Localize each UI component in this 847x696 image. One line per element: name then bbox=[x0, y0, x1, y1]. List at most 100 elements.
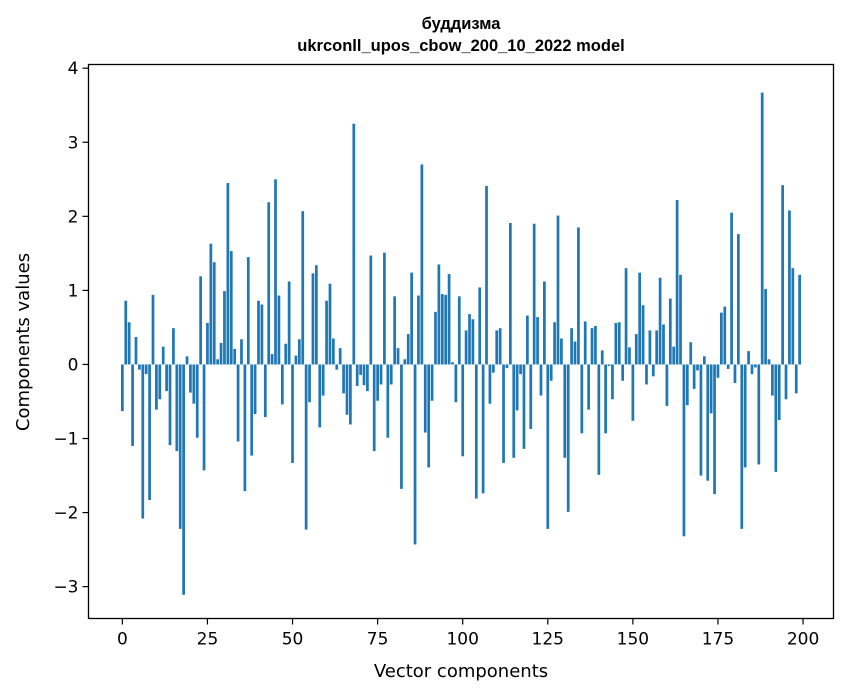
bar-198 bbox=[794, 364, 798, 394]
bar-27 bbox=[212, 262, 216, 365]
bar-180 bbox=[733, 364, 737, 383]
bar-18 bbox=[182, 364, 185, 595]
bar-131 bbox=[566, 364, 570, 512]
bar-170 bbox=[699, 364, 703, 476]
bar-197 bbox=[791, 268, 795, 365]
bar-2 bbox=[127, 322, 131, 365]
bar-178 bbox=[726, 364, 730, 369]
bar-182 bbox=[740, 364, 744, 529]
bar-96 bbox=[447, 274, 451, 365]
bar-99 bbox=[457, 296, 461, 365]
bar-134 bbox=[577, 227, 580, 365]
bar-44 bbox=[270, 354, 274, 365]
x-tick-label: 75 bbox=[367, 630, 389, 650]
bar-121 bbox=[532, 223, 536, 365]
bar-195 bbox=[784, 364, 788, 400]
bar-193 bbox=[777, 364, 781, 421]
bar-101 bbox=[464, 330, 468, 365]
bar-92 bbox=[434, 311, 437, 365]
bar-189 bbox=[764, 288, 767, 365]
bar-100 bbox=[461, 364, 465, 457]
bar-114 bbox=[508, 223, 512, 365]
bar-43 bbox=[267, 202, 271, 365]
bar-104 bbox=[474, 364, 478, 499]
x-tick-label: 200 bbox=[787, 630, 819, 650]
bar-164 bbox=[679, 274, 682, 365]
bar-112 bbox=[502, 364, 505, 463]
bar-65 bbox=[342, 364, 345, 394]
y-tick-label: 3 bbox=[68, 133, 79, 153]
bar-50 bbox=[291, 364, 294, 463]
y-tick-label: 2 bbox=[68, 207, 79, 227]
bar-59 bbox=[321, 364, 325, 396]
bar-187 bbox=[757, 364, 761, 465]
bar-6 bbox=[141, 364, 145, 519]
bar-135 bbox=[580, 364, 584, 434]
bar-106 bbox=[481, 364, 485, 494]
bar-10 bbox=[155, 364, 158, 410]
bar-3 bbox=[131, 364, 134, 446]
bar-82 bbox=[400, 364, 403, 489]
bar-89 bbox=[423, 364, 427, 433]
bar-49 bbox=[287, 281, 291, 365]
bar-107 bbox=[485, 185, 488, 365]
bar-77 bbox=[383, 252, 386, 365]
bar-72 bbox=[366, 364, 369, 392]
bar-51 bbox=[294, 355, 298, 365]
bar-19 bbox=[185, 356, 189, 365]
bar-95 bbox=[444, 294, 448, 365]
bar-38 bbox=[250, 364, 254, 456]
x-tick-label: 50 bbox=[282, 630, 304, 650]
bar-152 bbox=[638, 272, 642, 365]
bar-24 bbox=[202, 364, 206, 471]
bar-13 bbox=[165, 364, 168, 392]
bar-108 bbox=[488, 364, 492, 404]
x-tick-label: 125 bbox=[532, 630, 564, 650]
bar-184 bbox=[747, 351, 750, 365]
bar-138 bbox=[590, 328, 594, 365]
bar-125 bbox=[546, 364, 550, 529]
bar-8 bbox=[148, 364, 151, 500]
y-tick-label: −2 bbox=[53, 504, 78, 524]
bar-62 bbox=[332, 338, 335, 365]
bar-98 bbox=[454, 364, 458, 403]
bar-84 bbox=[406, 334, 410, 365]
bar-194 bbox=[781, 185, 784, 365]
bar-69 bbox=[355, 364, 359, 386]
bar-5 bbox=[138, 364, 141, 370]
bar-183 bbox=[743, 364, 747, 468]
x-tick-label: 25 bbox=[197, 630, 219, 650]
bar-159 bbox=[662, 324, 665, 365]
bar-37 bbox=[246, 257, 250, 365]
bar-145 bbox=[614, 322, 618, 365]
bar-102 bbox=[468, 314, 471, 365]
bar-105 bbox=[478, 287, 482, 365]
y-tick-label: −1 bbox=[53, 430, 78, 450]
bar-17 bbox=[178, 364, 182, 529]
bar-86 bbox=[413, 364, 417, 545]
bar-192 bbox=[774, 364, 778, 472]
bar-162 bbox=[672, 346, 676, 365]
bar-16 bbox=[175, 364, 179, 452]
bar-90 bbox=[427, 364, 431, 468]
x-tick-label: 100 bbox=[446, 630, 478, 650]
bar-161 bbox=[668, 298, 672, 365]
bar-166 bbox=[685, 364, 689, 406]
y-tick-label: −3 bbox=[53, 578, 78, 598]
bar-171 bbox=[702, 356, 706, 365]
bar-34 bbox=[236, 364, 240, 442]
bar-148 bbox=[624, 268, 628, 365]
bar-155 bbox=[648, 330, 652, 365]
bar-191 bbox=[771, 364, 774, 396]
bar-136 bbox=[583, 321, 587, 365]
bar-150 bbox=[631, 364, 635, 421]
bar-7 bbox=[144, 364, 148, 375]
chart-title: буддизма bbox=[422, 15, 502, 33]
x-tick-label: 150 bbox=[617, 630, 649, 650]
bar-174 bbox=[713, 364, 716, 495]
bar-186 bbox=[754, 364, 757, 368]
bar-143 bbox=[607, 364, 611, 366]
bar-142 bbox=[604, 364, 607, 434]
bar-126 bbox=[549, 364, 553, 381]
bar-20 bbox=[189, 364, 192, 393]
